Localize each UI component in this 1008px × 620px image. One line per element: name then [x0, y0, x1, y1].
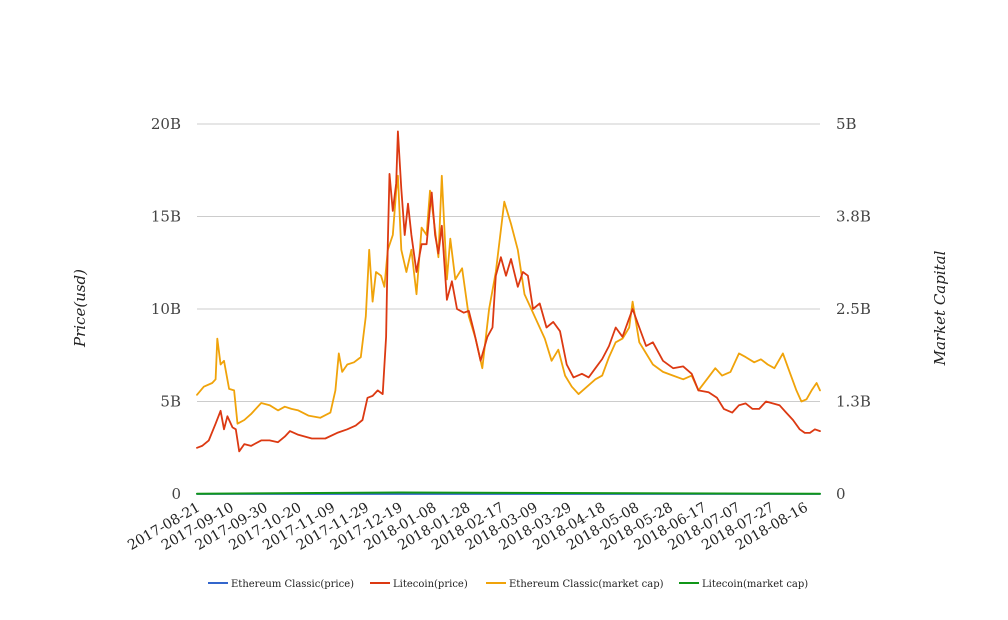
- y2-tick-label: 5B: [836, 115, 857, 133]
- y2-tick-label: 0: [836, 485, 846, 503]
- series-line-2: [196, 130, 821, 453]
- y-tick-label: 0: [171, 485, 181, 503]
- gridlines: [197, 123, 820, 402]
- legend-label: Ethereum Classic(market cap): [509, 579, 664, 590]
- legend-item: Ethereum Classic(price): [208, 579, 354, 590]
- series-lines: [196, 130, 821, 495]
- y2-axis-title: Market Capital: [931, 250, 949, 366]
- y-tick-label: 20B: [151, 115, 181, 133]
- legend-item: Ethereum Classic(market cap): [486, 579, 664, 590]
- y2-tick-label: 1.3B: [836, 393, 871, 411]
- y-axis-title: Price(usd): [71, 269, 89, 348]
- series-line-4: [196, 491, 821, 495]
- legend-item: Litecoin(price): [370, 579, 468, 590]
- legend: Ethereum Classic(price) Litecoin(price) Et…: [208, 579, 808, 590]
- legend-label: Litecoin(price): [393, 579, 468, 590]
- y-tick-label: 10B: [151, 300, 181, 318]
- y2-tick-label: 3.8B: [836, 208, 871, 226]
- legend-label: Litecoin(market cap): [702, 579, 808, 590]
- y-tick-label: 15B: [151, 208, 181, 226]
- y2-tick-label: 2.5B: [836, 300, 871, 318]
- legend-item: Litecoin(market cap): [679, 579, 808, 590]
- series-line-3: [196, 174, 821, 425]
- legend-label: Ethereum Classic(price): [231, 579, 354, 590]
- y-tick-label: 5B: [160, 393, 181, 411]
